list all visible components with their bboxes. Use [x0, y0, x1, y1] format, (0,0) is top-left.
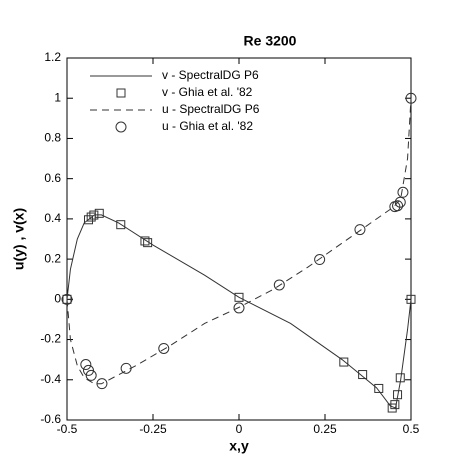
data-point — [86, 212, 96, 222]
x-tick-label: 0 — [236, 422, 243, 436]
data-point — [94, 208, 104, 218]
x-axis-label: x,y — [229, 438, 249, 454]
series-line — [66, 214, 412, 409]
data-point — [405, 92, 417, 104]
y-tick-label: -0.2 — [40, 332, 61, 346]
y-tick-label: -0.4 — [40, 372, 61, 386]
y-tick-label: 0.4 — [44, 211, 61, 225]
data-point — [233, 302, 245, 314]
data-point — [80, 359, 92, 371]
data-point — [120, 362, 132, 374]
data-point — [83, 364, 94, 376]
data-point — [406, 294, 416, 304]
data-point — [390, 400, 400, 410]
data-point — [314, 254, 326, 266]
data-point — [395, 373, 405, 383]
y-tick-label: 0.8 — [44, 131, 61, 145]
data-point — [354, 224, 366, 236]
data-point — [393, 390, 403, 400]
y-tick-label: 0 — [54, 292, 61, 306]
data-point — [339, 357, 349, 367]
y-tick-label: 0.6 — [44, 171, 61, 185]
data-point — [116, 220, 126, 230]
data-point — [397, 186, 409, 198]
data-point — [84, 215, 93, 225]
data-point — [143, 238, 153, 248]
legend-label: u - SpectralDG P6 — [162, 102, 260, 116]
y-tick-label: 1.2 — [44, 50, 61, 64]
data-point — [273, 279, 285, 291]
y-tick-label: -0.6 — [40, 412, 61, 426]
data-point — [374, 383, 384, 393]
x-tick-label: -0.25 — [139, 422, 167, 436]
legend-label: v - Ghia et al. '82 — [162, 85, 253, 99]
y-tick-label: 0.2 — [44, 251, 61, 265]
legend-label: u - Ghia et al. '82 — [162, 119, 253, 133]
y-axis-label: u(y) , v(x) — [11, 208, 27, 270]
legend-symbol — [116, 88, 126, 98]
legend-symbol — [115, 121, 127, 133]
data-point — [89, 210, 99, 220]
chart-title: Re 3200 — [244, 33, 297, 49]
x-tick-label: 0.5 — [403, 422, 420, 436]
x-tick-label: -0.5 — [57, 422, 78, 436]
data-point — [234, 292, 244, 302]
data-point — [387, 403, 397, 413]
legend-label: v - SpectralDG P6 — [162, 68, 259, 82]
y-tick-label: 1 — [54, 90, 61, 104]
data-point — [96, 378, 108, 390]
data-point — [61, 293, 73, 305]
data-point — [358, 370, 368, 380]
data-point — [140, 236, 150, 246]
data-point — [158, 342, 170, 354]
data-point — [85, 369, 97, 381]
data-point — [389, 201, 401, 213]
series-line — [66, 98, 412, 385]
x-tick-label: 0.25 — [313, 422, 337, 436]
